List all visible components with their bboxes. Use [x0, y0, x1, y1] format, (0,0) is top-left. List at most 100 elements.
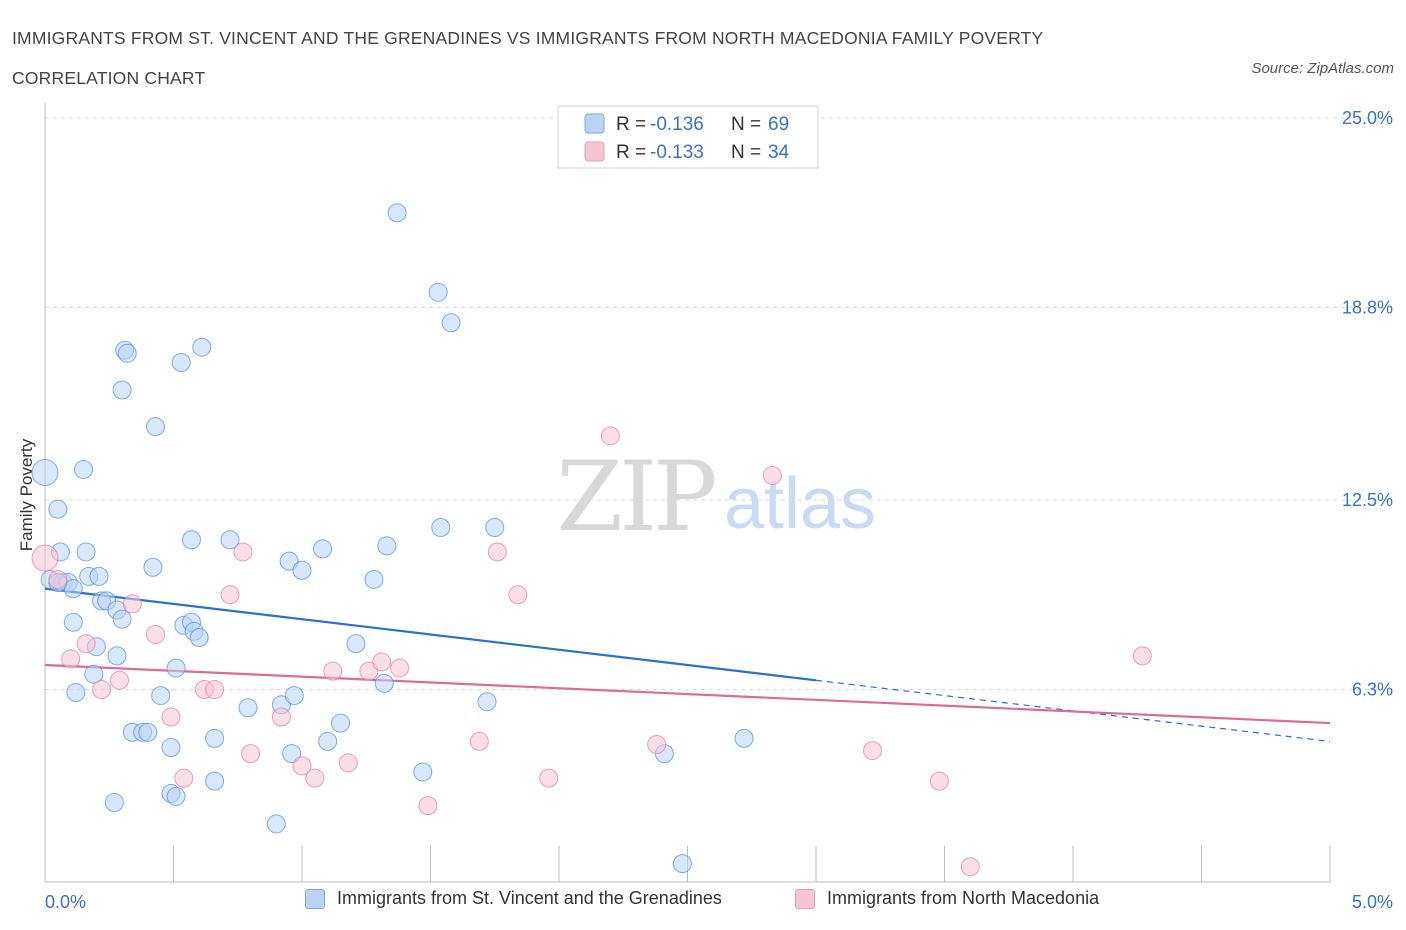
point-north-macedonia-2	[61, 649, 81, 669]
point-north-macedonia-19	[338, 753, 358, 773]
point-st-vincent-43	[151, 686, 171, 706]
legend-swatch-blue	[584, 113, 605, 134]
point-st-vincent-63	[166, 786, 186, 806]
point-north-macedonia-18	[323, 661, 343, 681]
point-north-macedonia-3	[76, 634, 96, 654]
point-st-vincent-30	[313, 539, 333, 559]
y-tick-label-2: 18.8%	[1342, 297, 1393, 317]
point-north-macedonia-26	[508, 585, 528, 605]
point-st-vincent-51	[331, 713, 351, 733]
point-st-vincent-37	[441, 313, 461, 333]
point-north-macedonia-25	[487, 542, 507, 562]
point-st-vincent-14	[76, 542, 96, 562]
point-st-vincent-31	[364, 569, 384, 589]
point-north-macedonia-15	[271, 707, 291, 727]
point-st-vincent-35	[387, 203, 407, 223]
point-st-vincent-0	[31, 458, 59, 486]
legend-bottom: Immigrants from St. Vincent and the Gren…	[0, 888, 1406, 918]
legend-label-st-vincent: Immigrants from St. Vincent and the Gren…	[337, 888, 722, 908]
legend-swatch-pink	[584, 141, 605, 162]
point-north-macedonia-9	[174, 768, 194, 788]
point-st-vincent-44	[166, 658, 186, 678]
point-north-macedonia-31	[863, 741, 883, 761]
point-north-macedonia-1	[48, 569, 68, 589]
point-north-macedonia-4	[92, 679, 112, 699]
x-tick-label-end: 5.0%	[1352, 892, 1393, 912]
point-north-macedonia-6	[122, 594, 142, 614]
point-st-vincent-25	[189, 628, 209, 648]
point-north-macedonia-23	[418, 796, 438, 816]
point-st-vincent-7	[171, 352, 191, 372]
point-st-vincent-5	[117, 343, 137, 363]
y-tick-label-0: 6.3%	[1352, 679, 1393, 699]
point-st-vincent-33	[431, 518, 451, 538]
trend-line-north-macedonia	[44, 663, 1331, 725]
point-north-macedonia-33	[960, 857, 980, 877]
point-north-macedonia-16	[292, 756, 312, 776]
legend-item-north-macedonia: Immigrants from North Macedonia	[795, 888, 1099, 909]
point-st-vincent-41	[84, 664, 104, 684]
chart-title: IMMIGRANTS FROM ST. VINCENT AND THE GREN…	[12, 28, 1044, 88]
axes	[44, 103, 1331, 883]
point-north-macedonia-29	[647, 734, 667, 754]
point-north-macedonia-34	[1132, 646, 1152, 666]
watermark-atlas: atlas	[724, 464, 876, 544]
point-north-macedonia-32	[929, 771, 949, 791]
point-st-vincent-21	[143, 557, 163, 577]
point-st-vincent-28	[279, 551, 299, 571]
point-st-vincent-29	[292, 560, 312, 580]
point-st-vincent-2	[74, 459, 94, 479]
point-st-vincent-52	[346, 634, 366, 654]
point-st-vincent-48	[284, 686, 304, 706]
point-north-macedonia-24	[469, 731, 489, 751]
data-points	[31, 203, 1152, 877]
point-north-macedonia-7	[146, 624, 166, 644]
point-st-vincent-27	[220, 530, 240, 550]
y-tick-label-3: 25.0%	[1342, 108, 1393, 128]
point-st-vincent-8	[192, 337, 212, 357]
point-north-macedonia-22	[390, 658, 410, 678]
point-st-vincent-67	[672, 854, 692, 874]
point-north-macedonia-5	[110, 670, 130, 690]
trend-line-st-vincent	[44, 587, 817, 682]
watermark: ZIP atlas	[556, 441, 876, 553]
point-st-vincent-49	[282, 744, 302, 764]
legend-n-value-1: 69	[768, 114, 789, 135]
point-st-vincent-53	[374, 673, 394, 693]
point-st-vincent-46	[238, 698, 258, 718]
point-st-vincent-40	[107, 646, 127, 666]
legend-r-label-2: R =	[616, 142, 646, 163]
legend-item-st-vincent: Immigrants from St. Vincent and the Gren…	[305, 888, 722, 909]
trend-lines	[44, 587, 1331, 743]
legend-r-value-2: -0.133	[650, 142, 704, 163]
legend-swatch-pink	[795, 888, 815, 909]
legend-r-value-1: -0.136	[650, 114, 704, 135]
point-st-vincent-55	[477, 692, 497, 712]
point-north-macedonia-21	[372, 652, 392, 672]
point-st-vincent-6	[146, 417, 166, 437]
point-north-macedonia-8	[161, 707, 181, 727]
point-st-vincent-38	[63, 612, 83, 632]
point-st-vincent-61	[161, 738, 181, 758]
point-st-vincent-26	[181, 530, 201, 550]
y-tick-labels: 6.3% 12.5% 18.8% 25.0%	[1342, 108, 1393, 699]
point-st-vincent-1	[48, 499, 68, 519]
legend-swatch-blue	[305, 888, 325, 909]
point-north-macedonia-0	[31, 544, 59, 572]
point-st-vincent-32	[377, 536, 397, 556]
point-st-vincent-64	[205, 771, 225, 791]
point-st-vincent-3	[112, 380, 132, 400]
point-st-vincent-34	[485, 518, 505, 538]
x-tick-labels: 0.0% 5.0%	[45, 892, 1393, 912]
point-north-macedonia-28	[600, 426, 620, 446]
grid-lines	[45, 117, 1392, 690]
point-north-macedonia-30	[762, 466, 782, 486]
x-tick-label-start: 0.0%	[45, 892, 86, 912]
point-north-macedonia-13	[233, 542, 253, 562]
legend-n-label-2: N =	[731, 142, 761, 163]
legend-label-north-macedonia: Immigrants from North Macedonia	[827, 888, 1100, 908]
point-st-vincent-45	[205, 728, 225, 748]
watermark-zip: ZIP	[556, 441, 715, 553]
legend-n-label-1: N =	[731, 114, 761, 135]
